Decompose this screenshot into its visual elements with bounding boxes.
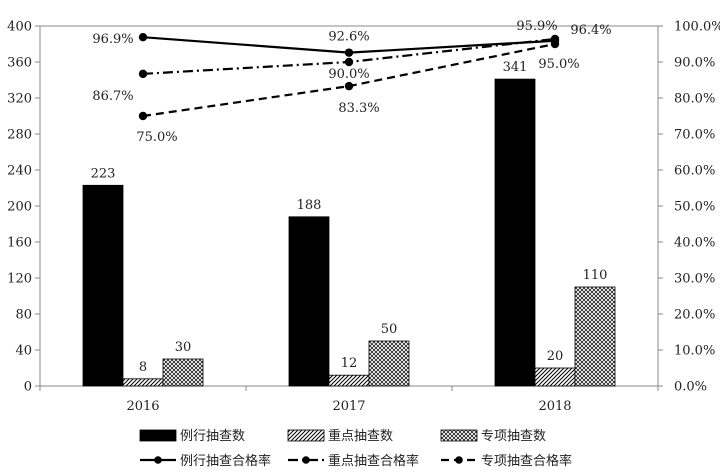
line-data-label: 92.6% [328, 30, 369, 45]
left-tick-label: 400 [7, 20, 32, 35]
right-tick-label: 10.0% [674, 344, 715, 359]
bar [368, 340, 410, 387]
legend-marker [302, 456, 310, 464]
line-marker [344, 48, 354, 57]
bar [328, 374, 370, 387]
left-tick-label: 200 [7, 200, 32, 215]
legend-label: 例行抽查数 [180, 429, 245, 444]
line-marker [344, 57, 354, 67]
legend-label: 例行抽查合格率 [180, 453, 271, 469]
line-data-label: 96.9% [92, 32, 133, 47]
line-marker [138, 69, 148, 79]
bar-data-label: 20 [547, 349, 564, 364]
right-tick-label: 50.0% [674, 200, 715, 215]
bar [122, 378, 164, 387]
left-tick-label: 160 [7, 236, 32, 251]
bar-data-label: 8 [139, 360, 147, 375]
left-axis-ticks: 0 40 80 120 160 200 240 280 320 360 400 [7, 20, 40, 395]
legend-swatch [139, 429, 177, 442]
line-data-label: 95.0% [538, 57, 579, 72]
legend-swatch [287, 429, 325, 442]
bar-data-label: 223 [91, 166, 116, 181]
right-tick-label: 70.0% [674, 128, 715, 143]
left-tick-label: 240 [7, 164, 32, 179]
line-marker [138, 32, 148, 42]
left-tick-label: 120 [7, 272, 32, 287]
category-axis-ticks: 2016 2017 2018 [39, 386, 659, 414]
line-data-label: 95.9% [516, 19, 557, 34]
line-data-label: 83.3% [338, 101, 379, 116]
bars: 223 188 341 8 12 20 30 50 110 [82, 60, 616, 387]
line-data-label: 86.7% [92, 89, 133, 104]
legend-label: 专项抽查数 [481, 429, 546, 444]
line-marker [344, 81, 354, 91]
legend-marker [154, 456, 162, 464]
bar [288, 216, 330, 387]
bar [82, 184, 124, 387]
left-tick-label: 360 [7, 56, 32, 71]
bar-data-label: 341 [503, 60, 528, 75]
lines: 96.9% 92.6% 95.9% 86.7% 90.0% 96.4% 75.0% 83.3%… [92, 19, 611, 145]
bar [574, 286, 616, 387]
line-data-label: 96.4% [570, 23, 611, 38]
left-tick-label: 80 [15, 308, 32, 323]
left-tick-label: 40 [15, 344, 32, 359]
right-tick-label: 90.0% [674, 56, 715, 71]
bar [494, 78, 536, 387]
legend-marker [455, 456, 463, 464]
category-label: 2018 [538, 399, 571, 414]
bar-data-label: 50 [381, 322, 398, 337]
legend-label: 重点抽查数 [328, 428, 393, 444]
bar [162, 358, 204, 387]
bar-data-label: 30 [175, 340, 192, 355]
line-data-label: 75.0% [136, 130, 177, 145]
line-data-label: 90.0% [328, 67, 369, 82]
legend-label: 专项抽查合格率 [481, 453, 572, 469]
right-tick-label: 20.0% [674, 308, 715, 323]
bar [534, 367, 576, 387]
right-tick-label: 60.0% [674, 164, 715, 179]
left-tick-label: 280 [7, 128, 32, 143]
right-tick-label: 100.0% [674, 20, 720, 35]
right-tick-label: 80.0% [674, 92, 715, 107]
category-label: 2016 [126, 399, 159, 414]
bar-data-label: 110 [583, 268, 608, 283]
left-tick-label: 320 [7, 92, 32, 107]
bar-data-label: 188 [297, 198, 322, 213]
right-tick-label: 30.0% [674, 272, 715, 287]
legend-label: 重点抽查合格率 [328, 453, 419, 469]
right-tick-label: 0.0% [674, 380, 707, 395]
right-tick-label: 40.0% [674, 236, 715, 251]
line-marker [550, 39, 560, 49]
category-label: 2017 [332, 399, 365, 414]
line-marker [138, 111, 148, 121]
bar-data-label: 12 [341, 356, 358, 371]
left-tick-label: 0 [24, 380, 32, 395]
legend-swatch [440, 429, 478, 442]
right-axis-ticks: 0.0% 10.0% 20.0% 30.0% 40.0% 50.0% 60.0% 70.0% 8… [658, 20, 720, 395]
